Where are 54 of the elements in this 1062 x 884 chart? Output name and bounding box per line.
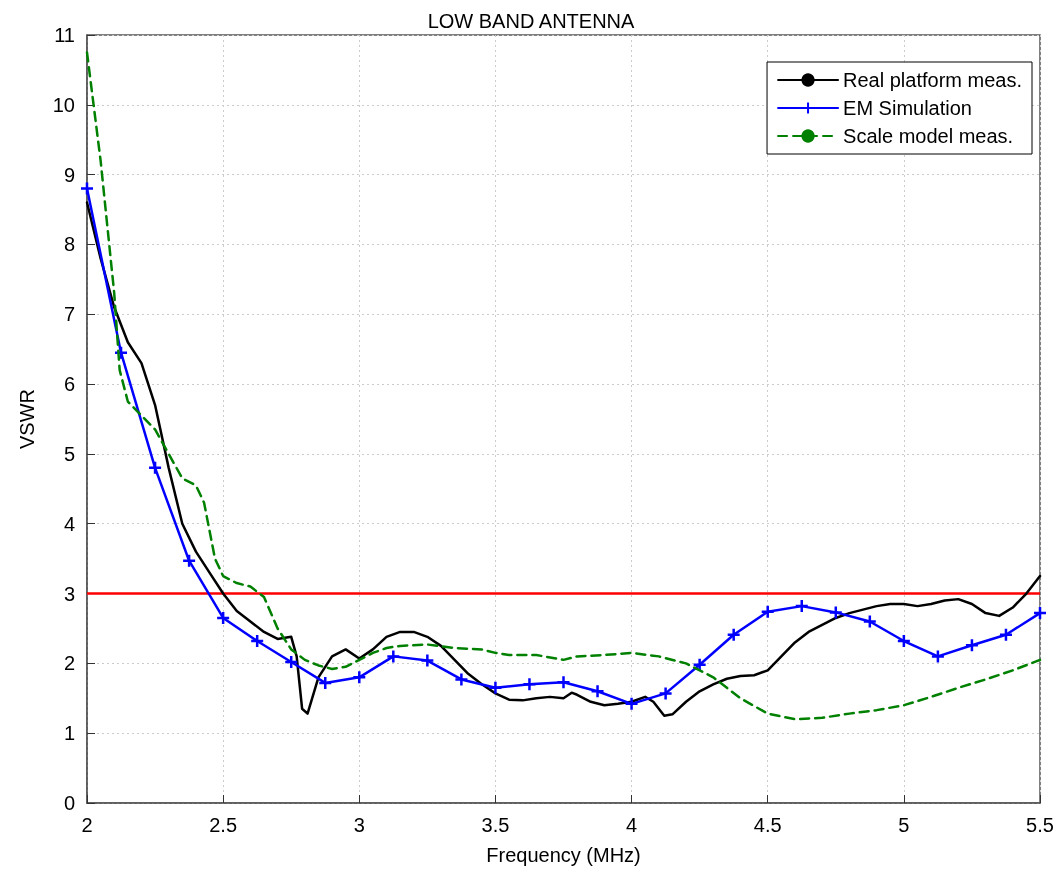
x-tick-label: 5: [898, 814, 910, 836]
y-tick-label: 4: [63, 512, 75, 535]
point: [79, 181, 95, 196]
point: [828, 605, 844, 620]
x-tick-label: 5.5: [1026, 814, 1054, 836]
x-tick-label: 3: [353, 814, 365, 836]
point: [964, 637, 980, 653]
y-tick-label: 6: [63, 373, 75, 396]
point: [147, 460, 163, 476]
x-tick-label: 2.5: [209, 814, 238, 836]
y-tick-label: 7: [63, 303, 75, 326]
point: [352, 670, 367, 685]
legend-label: Scale model meas.: [843, 125, 1014, 147]
point: [249, 633, 265, 649]
point: [998, 627, 1014, 642]
x-tick-label: 4: [626, 814, 638, 836]
point: [1032, 605, 1048, 621]
y-tick-label: 9: [63, 163, 75, 186]
line-series: [85, 51, 1042, 721]
x-axis-title: Frequency (MHz): [486, 844, 641, 866]
point: [215, 610, 231, 626]
point: [283, 654, 299, 670]
x-tick-label: 4.5: [753, 814, 782, 836]
y-tick-label: 8: [63, 233, 75, 256]
point: [522, 677, 537, 692]
point: [862, 614, 878, 629]
point: [454, 672, 469, 687]
x-tick-label: 2: [81, 814, 93, 836]
point: [726, 627, 741, 642]
legend-label: EM Simulation: [843, 97, 972, 119]
point: [386, 649, 401, 664]
y-tick-label: 3: [63, 582, 75, 605]
legend-label: Real platform meas.: [843, 69, 1023, 91]
point: [181, 553, 197, 568]
point: [658, 686, 673, 701]
point: [794, 598, 809, 614]
point: [420, 653, 435, 668]
point: [760, 604, 775, 619]
y-tick-label: 10: [52, 93, 75, 116]
point: [930, 649, 946, 664]
point: [488, 680, 503, 696]
point: [318, 675, 333, 691]
y-tick-label: 11: [54, 24, 75, 46]
point: [590, 684, 605, 699]
y-tick-label: 2: [63, 652, 75, 675]
y-axis-title: VSWR: [16, 389, 38, 449]
chart-title: LOW BAND ANTENNA: [427, 10, 636, 32]
point: [556, 674, 571, 690]
y-tick-label: 0: [63, 792, 75, 814]
y-tick-label: 5: [63, 442, 75, 465]
y-tick-label: 1: [63, 722, 75, 745]
point: [896, 633, 912, 649]
point: [624, 696, 639, 712]
x-tick-label: 3.5: [481, 814, 510, 836]
